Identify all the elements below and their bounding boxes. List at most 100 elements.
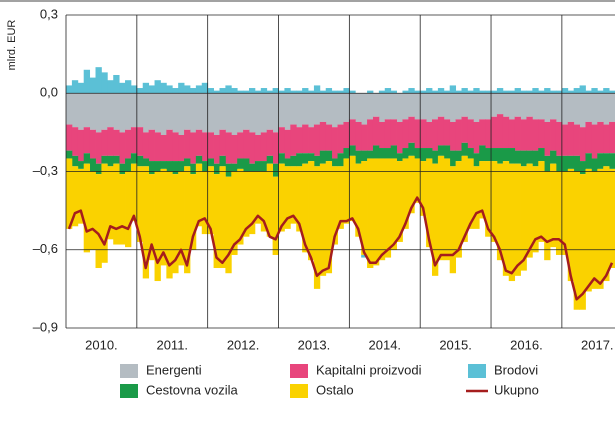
bar-segment [443,93,451,120]
bar-segment [219,93,226,130]
bar-segment [514,88,521,94]
bar-segment [95,93,102,133]
bar-segment [237,168,244,245]
bar-segment [296,127,303,154]
bar-segment [231,163,238,172]
bar-segment [349,119,356,146]
bar-segment [432,163,439,276]
bar-segment [502,116,510,149]
bar-segment [555,93,563,122]
bar-segment [467,93,474,120]
bar-segment [473,121,480,154]
bar-segment [544,121,551,156]
bar-segment [331,90,338,94]
bar-segment [561,124,569,156]
bar-segment [302,163,309,253]
bar-segment [195,163,203,227]
y-tick-label: 0,3 [40,6,58,21]
bar-segment [207,93,214,133]
bar-segment [172,174,179,274]
bar-segment [609,93,615,122]
bar-segment [278,93,285,128]
bar-segment [89,93,96,130]
bar-segment [136,166,144,242]
bar-segment [249,93,256,133]
bar-segment [313,155,321,167]
bar-segment [95,174,102,269]
bar-segment [609,153,615,169]
bar-segment [408,116,415,143]
bar-segment [130,163,138,222]
bar-segment [550,163,557,248]
bar-segment [302,93,309,125]
bar-segment [243,90,250,94]
bar-segment [195,155,203,164]
bar-segment [449,150,457,167]
bar-segment [437,155,445,261]
bar-segment [573,171,580,310]
bar-segment [384,119,392,149]
bar-segment [254,90,262,94]
bar-segment [178,82,185,94]
bar-segment [166,171,173,279]
bar-segment [467,119,474,149]
bar-segment [491,116,498,149]
bar-segment [272,132,279,164]
bar-segment [189,93,197,133]
bar-segment [136,127,144,156]
bar-segment [367,150,374,159]
bar-segment [125,158,132,172]
bar-segment [526,116,533,151]
bar-segment [284,88,291,94]
bar-segment [414,93,421,120]
bar-segment [567,155,575,169]
bar-segment [603,93,610,125]
bar-segment [319,163,327,276]
bar-segment [272,88,279,94]
bar-segment [184,129,191,159]
bar-segment [296,93,303,128]
legend-swatch [120,384,138,398]
bar-segment [136,88,144,94]
bar-segment [550,150,557,164]
bar-segment [432,93,439,120]
bar-segment [290,155,297,167]
bar-segment [325,88,333,94]
bar-segment [284,158,291,167]
x-tick-label: 2013. [298,337,331,352]
bar-segment [414,119,421,149]
bar-segment [178,171,185,266]
bar-segment [237,158,244,169]
bar-segment [83,69,91,94]
bar-segment [532,88,539,94]
bar-segment [432,150,439,164]
bar-segment [597,93,604,122]
bar-segment [254,171,262,224]
bar-segment [567,168,575,282]
bar-segment [378,148,386,159]
bar-segment [349,93,356,120]
bar-segment [101,129,108,156]
bar-segment [266,163,274,237]
bar-segment [573,93,580,125]
bar-segment [166,129,173,162]
bar-segment [579,161,586,175]
bar-segment [66,124,73,151]
bar-segment [119,82,126,94]
bar-segment [455,161,462,258]
bar-segment [585,93,592,122]
bar-segment [325,93,333,125]
bar-segment [172,161,179,175]
bar-segment [308,93,315,128]
bar-segment [555,171,563,255]
bar-segment [313,124,321,156]
bar-segment [597,168,604,289]
bar-segment [561,171,569,255]
bar-segment [367,93,374,120]
bar-segment [119,132,126,164]
bar-segment [538,148,545,162]
bar-segment [449,121,457,151]
bar-segment [437,116,445,146]
bar-segment [585,121,592,154]
bar-segment [609,90,615,94]
